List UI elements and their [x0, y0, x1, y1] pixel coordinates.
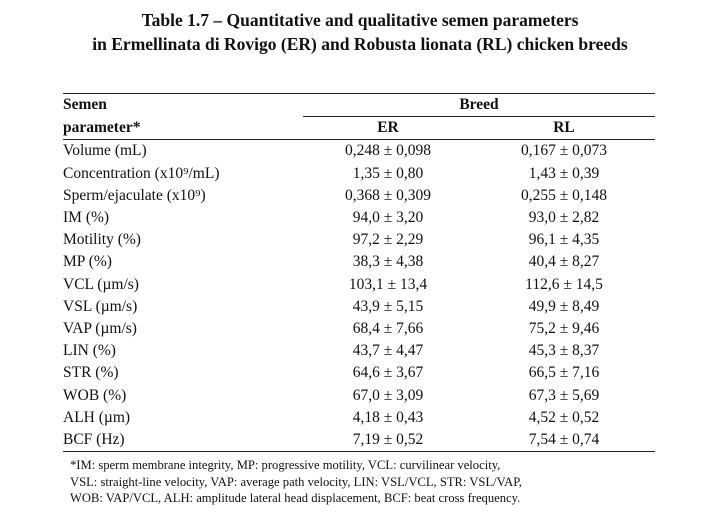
- cell-parameter: Sperm/ejaculate (x10⁹): [63, 186, 206, 204]
- table-row: VCL (µm/s) 103,1 ± 13,4 112,6 ± 14,5: [63, 274, 655, 296]
- table-row: Sperm/ejaculate (x10⁹) 0,368 ± 0,309 0,255…: [63, 185, 655, 207]
- table-row: VAP (µm/s) 68,4 ± 7,66 75,2 ± 9,46: [63, 318, 655, 340]
- cell-rl: 93,0 ± 2,82: [528, 209, 600, 227]
- footnote-line-2: VSL: straight-line velocity, VAP: averag…: [70, 474, 522, 489]
- table-header: Semen Breed parameter* ER RL: [63, 92, 655, 141]
- cell-er: 0,368 ± 0,309: [344, 186, 431, 204]
- cell-er: 38,3 ± 4,38: [352, 253, 424, 271]
- cell-er: 64,6 ± 3,67: [352, 364, 424, 382]
- cell-er: 68,4 ± 7,66: [352, 319, 424, 337]
- table-row: STR (%) 64,6 ± 3,67 66,5 ± 7,16: [63, 362, 655, 384]
- table-body: Volume (mL) 0,248 ± 0,098 0,167 ± 0,073 Con…: [63, 140, 655, 452]
- cell-parameter: Volume (mL): [63, 142, 147, 160]
- cell-rl: 40,4 ± 8,27: [528, 253, 600, 271]
- cell-rl: 7,54 ± 0,74: [473, 428, 655, 452]
- header-breed: Breed: [303, 92, 655, 118]
- cell-er: 7,19 ± 0,52: [303, 428, 473, 452]
- cell-rl: 49,9 ± 8,49: [528, 297, 600, 315]
- cell-er: 94,0 ± 3,20: [352, 209, 424, 227]
- header-parameter: parameter*: [63, 116, 303, 141]
- cell-parameter: LIN (%): [63, 342, 116, 360]
- table-caption-line-1: Table 1.7 – Quantitative and qualitative…: [141, 10, 579, 30]
- semen-parameters-table: Semen Breed parameter* ER RL Volume (mL)…: [63, 92, 655, 452]
- table-row: VSL (µm/s) 43,9 ± 5,15 49,9 ± 8,49: [63, 296, 655, 318]
- cell-rl: 112,6 ± 14,5: [525, 275, 603, 293]
- table-caption: Table 1.7 – Quantitative and qualitative…: [0, 8, 720, 56]
- cell-parameter: VCL (µm/s): [63, 275, 139, 293]
- cell-rl: 96,1 ± 4,35: [528, 231, 600, 249]
- cell-parameter: Motility (%): [63, 231, 141, 249]
- cell-er: 0,248 ± 0,098: [344, 142, 431, 160]
- semen-parameters-table-container: Semen Breed parameter* ER RL Volume (mL)…: [63, 92, 655, 452]
- cell-rl: 66,5 ± 7,16: [528, 364, 600, 382]
- table-row: Volume (mL) 0,248 ± 0,098 0,167 ± 0,073: [63, 140, 655, 163]
- cell-er: 43,7 ± 4,47: [352, 342, 424, 360]
- cell-parameter: ALH (µm): [63, 408, 131, 426]
- cell-rl: 75,2 ± 9,46: [528, 319, 600, 337]
- header-row-2: parameter* ER RL: [63, 116, 655, 141]
- cell-parameter: Concentration (x10⁹/mL): [63, 164, 220, 182]
- table-caption-line-2: in Ermellinata di Rovigo (ER) and Robust…: [92, 34, 628, 54]
- header-er: ER: [303, 116, 473, 141]
- table-row: IM (%) 94,0 ± 3,20 93,0 ± 2,82: [63, 207, 655, 229]
- cell-er: 1,35 ± 0,80: [352, 164, 424, 182]
- cell-parameter: WOB (%): [63, 386, 127, 404]
- footnote-line-1: *IM: sperm membrane integrity, MP: progr…: [70, 458, 501, 472]
- cell-er: 4,18 ± 0,43: [352, 408, 424, 426]
- cell-er: 67,0 ± 3,09: [352, 386, 424, 404]
- table-row: ALH (µm) 4,18 ± 0,43 4,52 ± 0,52: [63, 407, 655, 429]
- table-row: BCF (Hz) 7,19 ± 0,52 7,54 ± 0,74: [63, 428, 655, 452]
- table-footnote: *IM: sperm membrane integrity, MP: progr…: [70, 457, 710, 507]
- table-row: Motility (%) 97,2 ± 2,29 96,1 ± 4,35: [63, 229, 655, 251]
- cell-parameter: BCF (Hz): [63, 428, 303, 452]
- cell-er: 43,9 ± 5,15: [352, 297, 424, 315]
- cell-rl: 1,43 ± 0,39: [528, 164, 600, 182]
- table-row: LIN (%) 43,7 ± 4,47 45,3 ± 8,37: [63, 340, 655, 362]
- header-row-1: Semen Breed: [63, 92, 655, 118]
- cell-rl: 67,3 ± 5,69: [528, 386, 600, 404]
- cell-er: 103,1 ± 13,4: [348, 275, 428, 293]
- table-row: MP (%) 38,3 ± 4,38 40,4 ± 8,27: [63, 251, 655, 273]
- cell-parameter: VSL (µm/s): [63, 297, 138, 315]
- cell-rl: 0,255 ± 0,148: [520, 186, 607, 204]
- cell-parameter: IM (%): [63, 209, 110, 227]
- header-rl: RL: [473, 116, 655, 141]
- cell-er: 97,2 ± 2,29: [352, 231, 424, 249]
- header-semen: Semen: [63, 92, 303, 117]
- cell-parameter: STR (%): [63, 364, 119, 382]
- cell-rl: 4,52 ± 0,52: [528, 408, 600, 426]
- footnote-line-3: WOB: VAP/VCL, ALH: amplitude lateral hea…: [70, 491, 521, 505]
- cell-parameter: MP (%): [63, 253, 112, 271]
- cell-rl: 45,3 ± 8,37: [528, 342, 600, 360]
- table-row: Concentration (x10⁹/mL) 1,35 ± 0,80 1,43 ±…: [63, 163, 655, 185]
- table-row: WOB (%) 67,0 ± 3,09 67,3 ± 5,69: [63, 384, 655, 406]
- cell-parameter: VAP (µm/s): [63, 319, 137, 337]
- cell-rl: 0,167 ± 0,073: [520, 142, 607, 160]
